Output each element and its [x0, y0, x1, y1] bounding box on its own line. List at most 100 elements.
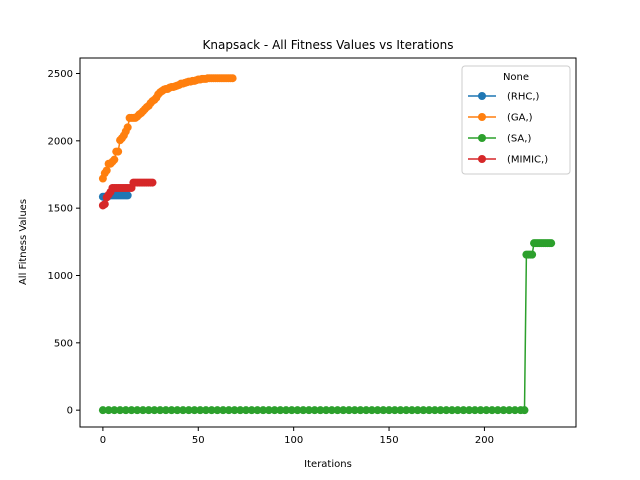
legend-entry: (GA,) [468, 113, 533, 124]
data-point [196, 406, 205, 415]
data-point [327, 406, 336, 415]
y-axis: 0 500 1000 1500 2000 2500 [48, 69, 80, 417]
data-point [390, 406, 399, 415]
legend-label: (RHC,) [507, 92, 540, 103]
legend-entries: (RHC,) (GA,) (SA,) (MIMIC,) [468, 92, 548, 166]
data-point [505, 406, 514, 415]
x-tick-label: 50 [192, 435, 205, 446]
legend-entry: (RHC,) [468, 92, 540, 103]
data-point [367, 406, 376, 415]
data-point [207, 406, 216, 415]
legend-marker [478, 92, 486, 100]
data-point [184, 406, 193, 415]
x-tick-label: 150 [379, 435, 398, 446]
data-point [116, 406, 125, 415]
data-point [230, 406, 239, 415]
data-point [173, 406, 182, 415]
legend-marker [478, 155, 486, 163]
data-point [430, 406, 439, 415]
data-point [224, 406, 233, 415]
data-point [333, 406, 342, 415]
data-point [123, 191, 132, 200]
data-point [459, 406, 468, 415]
legend-title: None [503, 72, 529, 83]
x-tick-label: 0 [100, 435, 106, 446]
data-point [396, 406, 405, 415]
legend-label: (SA,) [507, 134, 531, 145]
data-point [110, 155, 119, 164]
data-point [110, 406, 119, 415]
legend-entry: (MIMIC,) [468, 155, 548, 166]
series-3 [98, 178, 157, 210]
data-point [219, 406, 228, 415]
data-point [127, 406, 136, 415]
data-point [264, 406, 273, 415]
y-tick-label: 0 [67, 406, 73, 417]
chart-title: Knapsack - All Fitness Values vs Iterati… [203, 38, 454, 52]
data-point [236, 406, 245, 415]
data-point [144, 406, 153, 415]
legend-marker [478, 113, 486, 121]
data-point [310, 406, 319, 415]
data-point [385, 406, 394, 415]
data-point [442, 406, 451, 415]
data-point [356, 406, 365, 415]
data-point [436, 406, 445, 415]
data-point [453, 406, 462, 415]
data-point [322, 406, 331, 415]
data-point [476, 406, 485, 415]
data-point [362, 406, 371, 415]
data-point [407, 406, 416, 415]
data-point [241, 406, 250, 415]
data-point [448, 406, 456, 415]
data-point [402, 406, 411, 415]
data-point [316, 406, 325, 415]
y-tick-label: 1000 [48, 271, 73, 282]
legend-label: (MIMIC,) [507, 155, 548, 166]
data-point [201, 406, 210, 415]
data-point [156, 406, 165, 415]
data-point [253, 406, 262, 415]
legend: None (RHC,) (GA,) (SA,) (MIMIC,) [461, 65, 571, 175]
data-point [270, 406, 279, 415]
x-tick-label: 200 [475, 435, 494, 446]
data-point [114, 147, 123, 156]
data-point [373, 406, 382, 415]
data-point [510, 406, 519, 415]
y-tick-label: 2000 [48, 136, 73, 147]
data-point [350, 406, 359, 415]
data-point [413, 406, 422, 415]
plot-frame [79, 57, 577, 428]
data-point [102, 166, 111, 175]
x-axis: 0 50 100 150 200 [100, 427, 494, 446]
legend-entry: (SA,) [468, 134, 531, 145]
y-axis-title: All Fitness Values [18, 199, 29, 285]
data-point [123, 123, 132, 132]
data-point [419, 406, 428, 415]
data-point [499, 406, 508, 415]
data-point [276, 406, 285, 415]
data-point [379, 406, 388, 415]
data-point [287, 406, 296, 415]
data-point [247, 406, 256, 415]
data-point [98, 406, 107, 415]
data-point [228, 74, 237, 83]
data-point [133, 406, 142, 415]
data-point [161, 406, 170, 415]
series-2 [98, 239, 556, 415]
y-tick-label: 1500 [48, 204, 73, 215]
data-point [282, 406, 291, 415]
series-1 [98, 74, 237, 183]
data-point [482, 406, 491, 415]
data-point [520, 406, 529, 415]
data-point [488, 406, 497, 415]
y-tick-label: 2500 [48, 69, 73, 80]
data-point [465, 406, 474, 415]
y-tick-label: 500 [54, 338, 73, 349]
data-point [344, 406, 353, 415]
data-point [339, 406, 348, 415]
legend-label: (GA,) [507, 113, 533, 124]
legend-box [461, 65, 571, 175]
legend-marker [478, 134, 486, 142]
